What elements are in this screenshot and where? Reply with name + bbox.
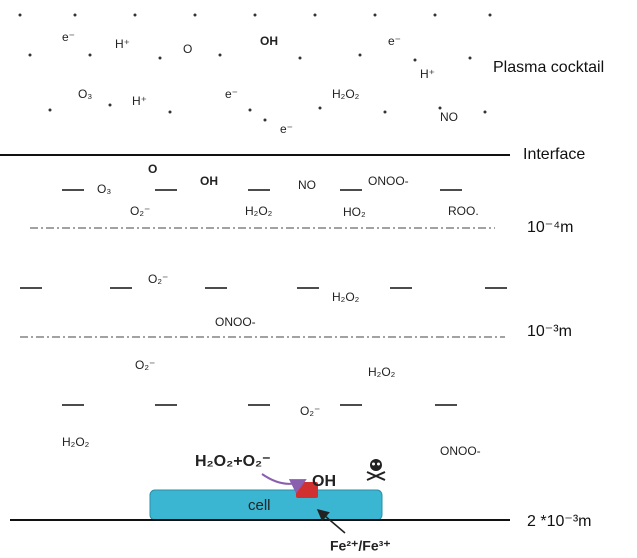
species-label: H₂O₂	[368, 365, 396, 379]
catalyst-arrow	[316, 509, 346, 534]
dot	[433, 13, 437, 17]
species-label: e⁻	[62, 30, 75, 44]
species-label: O₂⁻	[148, 272, 168, 286]
dot	[488, 13, 492, 17]
species-label: H₂O₂	[245, 204, 273, 218]
dot	[48, 108, 52, 112]
dot	[263, 118, 267, 122]
layer-label: Interface	[523, 146, 585, 163]
species-label: OH	[200, 174, 218, 188]
skull-icon	[366, 459, 386, 481]
species-label: H₂O₂	[332, 87, 360, 101]
species-label: e⁻	[280, 122, 293, 136]
dot	[483, 110, 487, 114]
species-label: NO	[298, 178, 316, 192]
dot	[298, 56, 302, 60]
dot	[193, 13, 197, 17]
species-label: H⁺	[132, 94, 147, 108]
dot	[168, 110, 172, 114]
species-label: O	[148, 162, 157, 176]
product: OH	[312, 473, 336, 490]
species-label: ONOO-	[440, 444, 481, 458]
species-label: e⁻	[388, 34, 401, 48]
dot	[108, 103, 112, 107]
catalyst: Fe²⁺/Fe³⁺	[330, 538, 391, 554]
species-label: H⁺	[115, 37, 130, 51]
species-label: ONOO-	[368, 174, 409, 188]
dot	[133, 13, 137, 17]
liquid-dashes	[20, 189, 507, 406]
species-label: O₂⁻	[135, 358, 155, 372]
reaction-arrow	[261, 473, 307, 494]
depth-label: 10⁻⁴m	[527, 219, 573, 236]
dot	[158, 56, 162, 60]
species-label: HO₂	[343, 205, 366, 219]
species-label: H₂O₂	[62, 435, 90, 449]
species-label: H⁺	[420, 67, 435, 81]
dot	[248, 108, 252, 112]
dot	[383, 110, 387, 114]
species-label: ROO.	[448, 204, 479, 218]
dot	[373, 13, 377, 17]
dot	[358, 53, 362, 57]
species-label: O₃	[97, 182, 111, 196]
dot	[413, 58, 417, 62]
dot	[438, 106, 442, 110]
species-label: ONOO-	[215, 315, 256, 329]
dot	[313, 13, 317, 17]
species-label: O₂⁻	[130, 204, 150, 218]
dot	[28, 53, 32, 57]
species-label: O	[183, 42, 192, 56]
dot	[253, 13, 257, 17]
dot	[18, 13, 22, 17]
species-label: O₃	[78, 87, 92, 101]
species-label: O₂⁻	[300, 404, 320, 418]
dot	[318, 106, 322, 110]
depth-label: 10⁻³m	[527, 323, 572, 340]
cell-label: cell	[248, 497, 271, 514]
depth-label: 2 *10⁻³m	[527, 513, 591, 530]
layer-label: Plasma cocktail	[493, 59, 604, 76]
plasma-dots	[18, 13, 492, 122]
species-label: e⁻	[225, 87, 238, 101]
dot	[88, 53, 92, 57]
dot	[73, 13, 77, 17]
dot	[468, 56, 472, 60]
species-label: H₂O₂	[332, 290, 360, 304]
dot	[218, 53, 222, 57]
species-label: NO	[440, 110, 458, 124]
species-label: OH	[260, 34, 278, 48]
reactants: H₂O₂+O₂⁻	[195, 453, 271, 470]
